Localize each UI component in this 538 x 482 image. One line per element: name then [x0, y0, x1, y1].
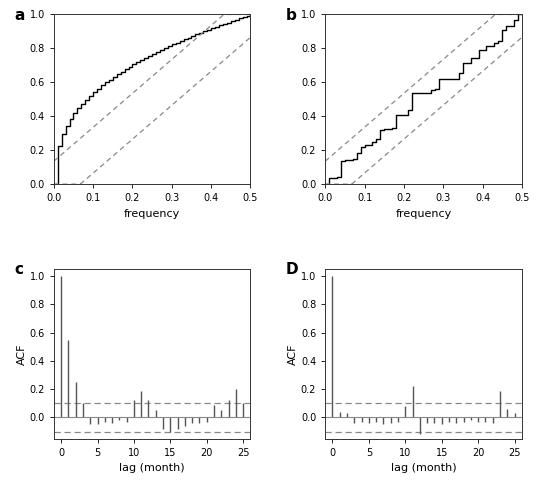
X-axis label: lag (month): lag (month): [391, 463, 456, 473]
X-axis label: frequency: frequency: [395, 209, 452, 219]
Text: a: a: [15, 8, 25, 23]
Text: b: b: [286, 8, 297, 23]
X-axis label: lag (month): lag (month): [119, 463, 185, 473]
Y-axis label: ACF: ACF: [17, 343, 26, 364]
Text: c: c: [15, 262, 24, 277]
Text: D: D: [286, 262, 299, 277]
X-axis label: frequency: frequency: [124, 209, 180, 219]
Y-axis label: ACF: ACF: [288, 343, 298, 364]
